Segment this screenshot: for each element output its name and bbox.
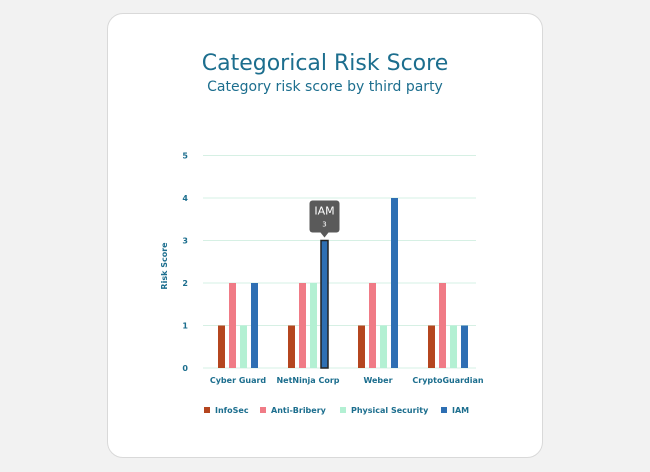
bar-infosec[interactable] — [428, 325, 435, 369]
legend-swatch — [260, 407, 266, 413]
y-tick-label: 1 — [182, 322, 188, 331]
bar-iam[interactable] — [251, 283, 258, 368]
bar-iam[interactable] — [461, 325, 468, 369]
legend-label[interactable]: IAM — [452, 406, 469, 415]
bar-anti-bribery[interactable] — [369, 283, 376, 368]
bar-infosec[interactable] — [218, 325, 225, 369]
bar-infosec[interactable] — [358, 325, 365, 369]
tooltip-value: 3 — [322, 221, 326, 229]
x-tick-label: CryptoGuardian — [412, 376, 484, 385]
chart-title: Categorical Risk Score — [201, 51, 449, 76]
bar-iam[interactable] — [320, 239, 329, 369]
y-tick-label: 2 — [182, 279, 188, 288]
legend-swatch — [340, 407, 346, 413]
chart-card: Categorical Risk Score Category risk sco… — [107, 13, 543, 458]
bar-infosec[interactable] — [288, 325, 295, 369]
legend-label[interactable]: Anti-Bribery — [271, 406, 327, 415]
y-tick-label: 5 — [182, 152, 188, 161]
tooltip-pointer — [320, 232, 329, 238]
legend-swatch — [441, 407, 447, 413]
x-tick-label: Weber — [363, 376, 392, 385]
bar-anti-bribery[interactable] — [299, 283, 306, 368]
bar-anti-bribery[interactable] — [439, 283, 446, 368]
x-tick-label: Cyber Guard — [210, 376, 267, 385]
bar-iam[interactable] — [391, 198, 398, 368]
y-axis-title: Risk Score — [160, 242, 169, 290]
bar-chart: 0 1 2 3 4 5 Risk Score Cyber Guard NetNinja Corp… — [160, 152, 484, 416]
bar-physical-security[interactable] — [240, 325, 247, 369]
x-tick-label: NetNinja Corp — [276, 376, 339, 385]
chart-subtitle: Category risk score by third party — [207, 79, 443, 95]
y-tick-label: 0 — [182, 364, 188, 373]
bar-physical-security[interactable] — [450, 325, 457, 369]
legend-label[interactable]: InfoSec — [215, 406, 249, 415]
bar-physical-security[interactable] — [380, 325, 387, 369]
tooltip-box — [309, 200, 340, 233]
y-tick-label: 4 — [182, 194, 188, 203]
y-tick-label: 3 — [182, 237, 188, 246]
legend-swatch — [204, 407, 210, 413]
bar-physical-security[interactable] — [310, 283, 317, 368]
tooltip-series-name: IAM — [314, 205, 334, 218]
legend-label[interactable]: Physical Security — [351, 406, 429, 415]
bar-anti-bribery[interactable] — [229, 283, 236, 368]
